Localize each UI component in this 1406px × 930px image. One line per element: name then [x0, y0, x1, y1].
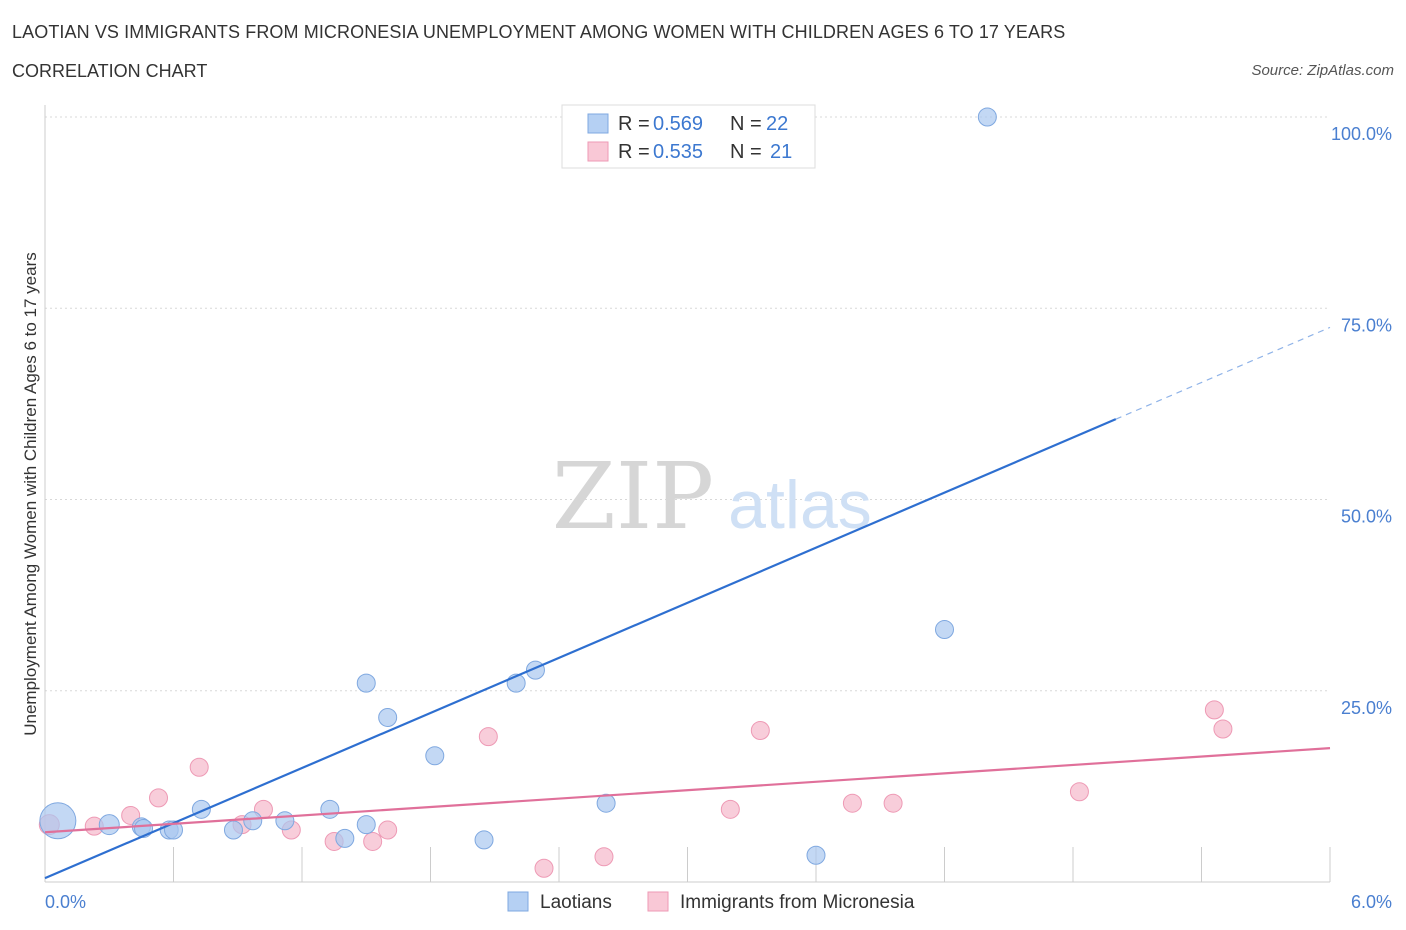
- micronesia-point: [720, 799, 740, 819]
- micronesia-point: [149, 788, 169, 808]
- micronesia-point: [1204, 700, 1224, 720]
- series-legend: Laotians Immigrants from Micronesia: [507, 891, 915, 913]
- laotians-point: [98, 814, 120, 836]
- laotians-point: [977, 107, 997, 127]
- micronesia-point: [842, 793, 862, 813]
- laotians-point: [596, 793, 616, 813]
- bottom-legend-swatch-micronesia: [647, 891, 669, 912]
- laotians-point: [356, 673, 376, 693]
- laotians-point: [134, 818, 154, 838]
- legend-n-label-laotians: N =: [730, 113, 762, 135]
- laotians-point: [275, 811, 295, 831]
- micronesia-point: [478, 727, 498, 747]
- laotians-point: [474, 830, 494, 850]
- chart-title: LAOTIAN VS IMMIGRANTS FROM MICRONESIA UN…: [12, 22, 1066, 42]
- trendlines: [44, 326, 1331, 880]
- micronesia-points: [38, 700, 1233, 878]
- micronesia-point: [750, 721, 770, 741]
- micronesia-point: [1213, 719, 1233, 739]
- laotians-point: [320, 799, 340, 819]
- micronesia-trendline: [44, 747, 1331, 834]
- watermark-zip: ZIP: [552, 443, 714, 550]
- laotians-point: [223, 820, 243, 840]
- y-tick-label: 25.0%: [1341, 698, 1392, 718]
- x-tick-label: 6.0%: [1351, 892, 1392, 912]
- chart-subtitle: CORRELATION CHART: [12, 61, 208, 81]
- x-tick-label: 0.0%: [45, 892, 86, 912]
- legend-r-value-micronesia: 0.535: [653, 141, 703, 163]
- micronesia-point: [363, 831, 383, 851]
- laotians-point: [425, 746, 445, 766]
- micronesia-point: [1069, 782, 1089, 802]
- laotians-point: [335, 828, 355, 848]
- gridlines: [45, 116, 1330, 692]
- micronesia-point: [534, 858, 554, 878]
- legend-n-value-laotians: 22: [766, 113, 788, 135]
- laotians-point: [356, 815, 376, 835]
- laotians-trendline: [44, 418, 1117, 880]
- laotians-point: [935, 620, 954, 640]
- y-tick-label: 50.0%: [1341, 507, 1392, 527]
- legend-swatch-laotians: [587, 113, 609, 134]
- watermark: ZIP atlas: [552, 443, 872, 550]
- micronesia-point: [378, 820, 398, 840]
- micronesia-point: [883, 793, 903, 813]
- legend-n-value-micronesia: 21: [770, 141, 792, 163]
- laotians-point: [243, 811, 263, 831]
- correlation-legend: R = 0.569 N = 22 R = 0.535 N = 21: [561, 104, 816, 169]
- laotians-point: [39, 802, 77, 840]
- laotians-trendline-extension: [1115, 326, 1331, 420]
- legend-n-label-micronesia: N =: [730, 141, 762, 163]
- laotians-point: [378, 708, 398, 728]
- y-axis-title: Unemployment Among Women with Children A…: [21, 252, 40, 736]
- x-tick-labels: 0.0% 6.0%: [45, 892, 1392, 912]
- bottom-legend-swatch-laotians: [507, 891, 529, 912]
- micronesia-point: [189, 757, 209, 777]
- micronesia-point: [594, 847, 614, 867]
- bottom-legend-micronesia: Immigrants from Micronesia: [680, 892, 915, 913]
- bottom-legend-laotians: Laotians: [540, 892, 612, 913]
- y-tick-label: 75.0%: [1341, 315, 1392, 335]
- legend-r-value-laotians: 0.569: [653, 113, 703, 135]
- watermark-atlas: atlas: [728, 467, 872, 543]
- source-credit: Source: ZipAtlas.com: [1251, 62, 1394, 79]
- legend-r-label-laotians: R =: [618, 113, 650, 135]
- legend-r-label-micronesia: R =: [618, 141, 650, 163]
- legend-swatch-micronesia: [587, 141, 609, 162]
- y-tick-labels: 25.0% 50.0% 75.0% 100.0%: [1331, 124, 1392, 718]
- laotians-point: [806, 845, 826, 865]
- y-tick-label: 100.0%: [1331, 124, 1392, 144]
